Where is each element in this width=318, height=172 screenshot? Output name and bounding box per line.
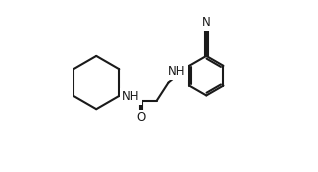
Text: NH: NH: [168, 65, 186, 78]
Text: O: O: [136, 111, 146, 124]
Text: NH: NH: [122, 90, 140, 103]
Text: N: N: [202, 16, 211, 29]
